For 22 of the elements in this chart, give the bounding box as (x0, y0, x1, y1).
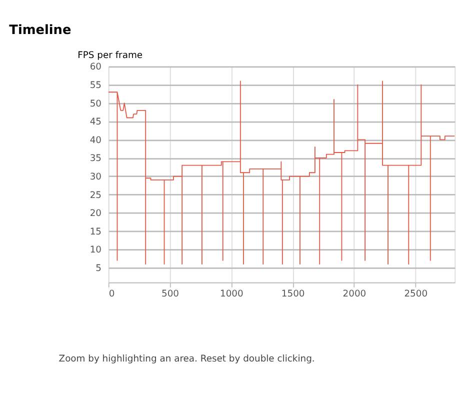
y-tick-label: 40 (90, 134, 102, 146)
y-tick-label: 25 (90, 190, 102, 201)
x-tick-label: 500 (162, 288, 180, 300)
y-tick-label: 30 (90, 172, 102, 182)
x-tick-label: 2500 (404, 288, 428, 300)
x-tick-label: 0 (108, 288, 115, 300)
y-tick-label: 60 (90, 62, 102, 73)
y-tick-label: 5 (96, 262, 102, 274)
chart-title: Timeline (9, 22, 72, 38)
y-tick-label: 15 (90, 226, 102, 238)
y-tick-label: 55 (90, 80, 102, 92)
y-axis-title: FPS per frame (78, 50, 143, 61)
text: Zoom by highlighting an area. Reset by double clicking. (58, 353, 315, 364)
y-tick-label: 20 (90, 208, 102, 220)
y-tick-label: 50 (90, 98, 102, 110)
y-tick-label: 45 (90, 116, 102, 128)
line-series (108, 80, 455, 265)
y-tick-label: 10 (90, 244, 102, 256)
x-tick-label: 1000 (220, 288, 244, 300)
y-tick-label: 35 (90, 153, 102, 164)
x-tick-label: 1500 (281, 288, 305, 300)
x-tick-label: 2000 (342, 288, 366, 300)
